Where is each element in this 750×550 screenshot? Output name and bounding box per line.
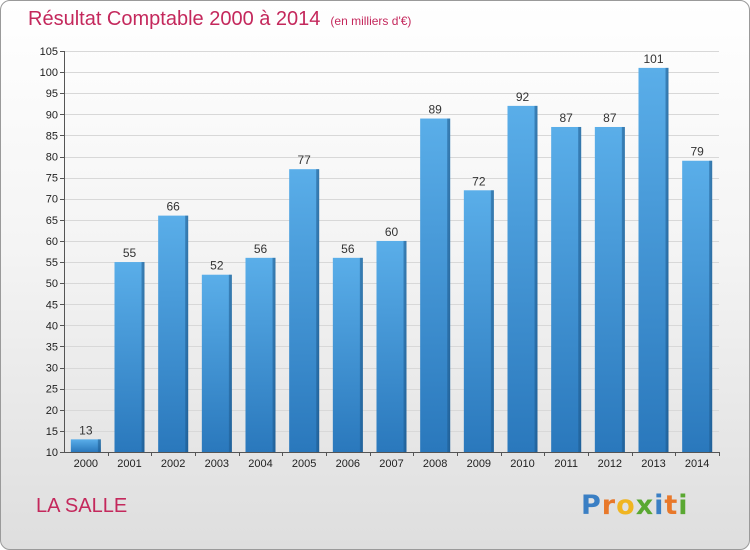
logo-letter: x xyxy=(635,490,655,521)
y-tick-label: 30 xyxy=(46,363,58,375)
data-label-2000: 13 xyxy=(79,423,93,437)
data-label-2005: 77 xyxy=(297,153,311,167)
x-tick-label: 2012 xyxy=(598,458,622,470)
logo-letter: P xyxy=(581,490,602,521)
bar-edge-2002 xyxy=(185,215,189,452)
y-tick-label: 60 xyxy=(46,236,58,248)
logo-letter: r xyxy=(601,490,617,521)
location-label: LA SALLE xyxy=(36,495,128,517)
logo-letter: t xyxy=(664,490,679,521)
bar-edge-2013 xyxy=(665,67,669,452)
bar-edge-2009 xyxy=(490,190,494,452)
x-tick-label: 2001 xyxy=(117,458,141,470)
y-tick-label: 20 xyxy=(46,405,58,417)
bar-2007 xyxy=(376,240,407,452)
bar-edge-2007 xyxy=(403,240,407,452)
x-tick-label: 2013 xyxy=(641,458,665,470)
y-tick-label: 105 xyxy=(40,46,58,58)
bar-2004 xyxy=(245,257,276,452)
bar-2013 xyxy=(638,67,669,452)
y-tick-label: 65 xyxy=(46,215,58,227)
x-tick-label: 2005 xyxy=(292,458,316,470)
bar-edge-2014 xyxy=(709,160,713,452)
logo-letter: i xyxy=(678,490,689,521)
x-tick-label: 2010 xyxy=(510,458,534,470)
bar-2012 xyxy=(594,126,625,453)
bar-edge-2011 xyxy=(578,126,582,453)
y-tick-label: 35 xyxy=(46,341,58,353)
x-tick-label: 2006 xyxy=(336,458,360,470)
chart-title: Résultat Comptable 2000 à 2014 (en millie… xyxy=(28,8,411,31)
data-label-2001: 55 xyxy=(123,246,137,260)
proxiti-logo: Proxiti xyxy=(581,490,689,521)
bar-edge-2000 xyxy=(97,439,101,452)
bar-2001 xyxy=(114,262,145,452)
y-tick-label: 25 xyxy=(46,384,58,396)
bar-2003 xyxy=(201,274,232,452)
bar-2005 xyxy=(289,169,320,453)
y-tick-label: 85 xyxy=(46,130,58,142)
data-label-2007: 60 xyxy=(385,225,399,239)
bar-2008 xyxy=(420,118,451,453)
y-tick-label: 90 xyxy=(46,109,58,121)
data-label-2012: 87 xyxy=(603,111,617,125)
bar-2006 xyxy=(332,257,363,452)
bar-2002 xyxy=(158,215,189,452)
x-tick-label: 2008 xyxy=(423,458,447,470)
x-tick-label: 2003 xyxy=(205,458,229,470)
data-label-2008: 89 xyxy=(428,103,442,117)
data-label-2002: 66 xyxy=(166,200,180,214)
x-tick-labels: 2000 2001 2002 2003 2004 2005 2006 2007 2008 2009… xyxy=(74,458,710,470)
data-labels: 13 55 66 52 56 77 56 60 89 72 92 87 87 101 79 xyxy=(79,52,704,437)
y-tick-label: 55 xyxy=(46,257,58,269)
y-tick-label: 45 xyxy=(46,299,58,311)
bar-edge-2012 xyxy=(621,126,625,453)
bar-edge-2004 xyxy=(272,257,276,452)
logo-letter: i xyxy=(654,490,665,521)
chart-title-text: Résultat Comptable 2000 à 2014 xyxy=(28,8,321,30)
y-tick-label: 10 xyxy=(46,447,58,459)
bar-2014 xyxy=(682,160,713,452)
bar-edge-2001 xyxy=(141,262,145,452)
y-tick-label: 80 xyxy=(46,152,58,164)
chart-subtitle: (en milliers d'€) xyxy=(330,14,412,28)
bar-2009 xyxy=(463,190,494,452)
logo-letter: o xyxy=(616,490,636,521)
x-tick-label: 2004 xyxy=(248,458,272,470)
y-tick-label: 75 xyxy=(46,173,58,185)
y-tick-label: 50 xyxy=(46,278,58,290)
data-label-2009: 72 xyxy=(472,174,486,188)
y-tick-label: 40 xyxy=(46,320,58,332)
data-label-2010: 92 xyxy=(516,90,530,104)
data-label-2011: 87 xyxy=(559,111,573,125)
bar-edge-2003 xyxy=(228,274,232,452)
x-tick-label: 2009 xyxy=(467,458,491,470)
y-tick-label: 100 xyxy=(40,67,58,79)
data-label-2004: 56 xyxy=(254,242,268,256)
x-tick-label: 2011 xyxy=(554,458,578,470)
bar-edge-2008 xyxy=(447,118,451,453)
data-label-2003: 52 xyxy=(210,259,224,273)
bars xyxy=(70,67,713,453)
data-label-2013: 101 xyxy=(643,52,663,66)
x-tick-label: 2014 xyxy=(685,458,709,470)
y-tick-label: 70 xyxy=(46,194,58,206)
bar-edge-2006 xyxy=(359,257,363,452)
bar-edge-2005 xyxy=(316,169,320,453)
y-tick-label: 95 xyxy=(46,88,58,100)
bar-edge-2010 xyxy=(534,105,538,452)
data-label-2014: 79 xyxy=(690,145,704,159)
bar-2011 xyxy=(551,126,582,453)
x-tick-label: 2000 xyxy=(74,458,98,470)
bar-2000 xyxy=(70,439,101,452)
y-tick-label: 15 xyxy=(46,426,58,438)
axes xyxy=(60,51,720,456)
x-tick-label: 2007 xyxy=(379,458,403,470)
x-tick-label: 2002 xyxy=(161,458,185,470)
y-tick-labels: 10 15 20 25 30 35 40 45 50 55 60 65 70 75 80 85 90 95 100 1… xyxy=(40,46,58,459)
data-label-2006: 56 xyxy=(341,242,355,256)
bar-2010 xyxy=(507,105,538,452)
